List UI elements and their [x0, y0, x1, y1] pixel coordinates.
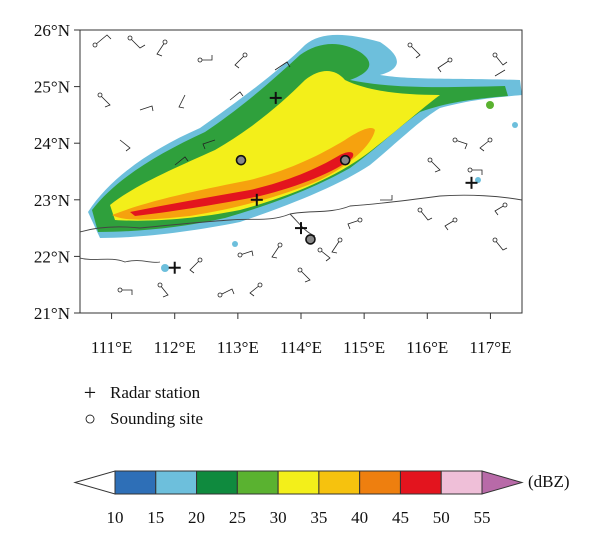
sounding-site-marker: [339, 154, 351, 166]
sounding-site-symbol: ○: [83, 407, 97, 430]
lon-tick-label: 117°E: [469, 338, 511, 357]
latitude-axis: 26°N 25°N 24°N 23°N 22°N 21°N: [34, 21, 80, 323]
colorbar-segment: [114, 470, 157, 495]
lon-tick-label: 112°E: [154, 338, 196, 357]
colorbar-tick-label: 20: [188, 508, 205, 527]
colorbar-segment: [196, 470, 238, 495]
radar-station-marker: [168, 261, 181, 274]
legend-sounding-site: ○ Sounding site: [82, 407, 203, 431]
sounding-site-marker: [305, 234, 316, 245]
colorbar-tick-label: 30: [270, 508, 287, 527]
colorbar-tick-label: 10: [107, 508, 124, 527]
colorbar-tick-label: 45: [392, 508, 409, 527]
radar-station-marker: [250, 193, 263, 206]
reflectivity-field: [88, 34, 522, 272]
colorbar-segment: [318, 470, 361, 495]
colorbar-min-extend: [73, 470, 116, 495]
lon-tick-label: 116°E: [406, 338, 448, 357]
reflectivity-colorbar: 10 15 20 25 30 35 40 45 50 55: [73, 470, 524, 527]
radar-station-symbol: +: [83, 380, 97, 405]
wind-barbs: [94, 34, 508, 298]
colorbar-segment: [236, 470, 279, 495]
lat-tick-label: 21°N: [34, 304, 70, 323]
colorbar-max-extend: [481, 470, 524, 495]
colorbar-segment: [277, 470, 320, 495]
radar-station-marker: [269, 91, 282, 104]
sounding-site-marker: [235, 154, 247, 166]
radar-station-label: Radar station: [110, 383, 201, 402]
radar-station-markers: [168, 91, 478, 274]
lon-tick-label: 113°E: [217, 338, 259, 357]
colorbar-tick-label: 25: [229, 508, 246, 527]
colorbar-unit: (dBZ): [528, 472, 570, 491]
colorbar-tick-label: 15: [147, 508, 164, 527]
lon-tick-label: 115°E: [343, 338, 385, 357]
sounding-site-label: Sounding site: [110, 409, 204, 428]
colorbar-segment: [399, 470, 442, 495]
lat-tick-label: 24°N: [34, 134, 70, 153]
station-dots: [92, 35, 508, 298]
sounding-site-markers: [235, 154, 351, 245]
colorbar-segment: [155, 470, 198, 495]
colorbar-tick-label: 35: [310, 508, 327, 527]
lat-tick-label: 23°N: [34, 191, 70, 210]
lon-tick-label: 111°E: [91, 338, 132, 357]
lat-tick-label: 26°N: [34, 21, 70, 40]
radar-station-marker: [295, 222, 307, 235]
radar-station-marker: [465, 176, 478, 189]
longitude-axis: 111°E 112°E 113°E 114°E 115°E 116°E 117°E: [91, 313, 511, 357]
colorbar-tick-label: 55: [474, 508, 491, 527]
colorbar-tick-label: 40: [351, 508, 368, 527]
lat-tick-label: 25°N: [34, 78, 70, 97]
colorbar-segment: [440, 470, 483, 495]
legend-radar-station: + Radar station: [82, 380, 201, 405]
colorbar-segment: [359, 470, 401, 495]
lon-tick-label: 114°E: [280, 338, 322, 357]
colorbar-tick-label: 50: [433, 508, 450, 527]
lat-tick-label: 22°N: [34, 247, 70, 266]
